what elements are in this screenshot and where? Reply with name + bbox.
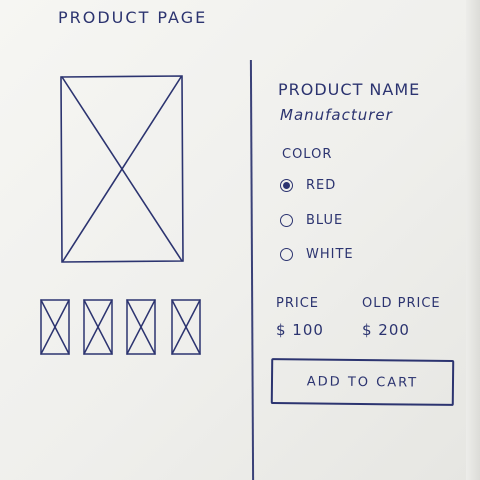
manufacturer-name: Manufacturer (280, 106, 393, 124)
thumbnail-1[interactable] (40, 299, 70, 355)
thumbnail-4[interactable] (171, 299, 201, 355)
image-placeholder-icon (60, 75, 184, 263)
radio-button[interactable] (280, 214, 293, 227)
page-title: PRODUCT PAGE (58, 8, 208, 27)
product-name: PRODUCT NAME (278, 80, 421, 99)
old-price-label: OLD PRICE (362, 296, 441, 311)
paper-edge (466, 0, 480, 480)
color-option-blue[interactable]: BLUE (280, 213, 343, 228)
thumbnail-2[interactable] (83, 299, 113, 355)
image-placeholder-icon (126, 299, 156, 355)
old-price-value: $ 200 (362, 321, 410, 339)
image-placeholder-icon (40, 299, 70, 355)
color-label: COLOR (282, 147, 333, 162)
image-placeholder-icon (83, 299, 113, 355)
price-label: PRICE (276, 296, 319, 311)
thumbnail-3[interactable] (126, 299, 156, 355)
image-placeholder-icon (171, 299, 201, 355)
radio-button-selected[interactable] (280, 179, 293, 192)
color-option-label: RED (306, 178, 337, 193)
add-to-cart-button[interactable]: ADD TO CART (270, 358, 455, 406)
radio-button[interactable] (280, 248, 293, 261)
price-value: $ 100 (276, 321, 324, 339)
column-divider (249, 59, 255, 480)
main-product-image[interactable] (60, 75, 184, 263)
color-option-label: BLUE (306, 213, 344, 228)
color-option-white[interactable]: WHITE (280, 247, 354, 262)
color-option-label: WHITE (306, 247, 354, 262)
color-option-red[interactable]: RED (280, 178, 336, 193)
